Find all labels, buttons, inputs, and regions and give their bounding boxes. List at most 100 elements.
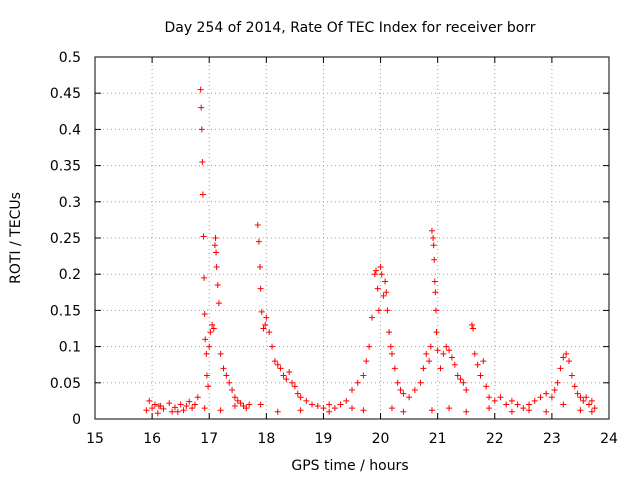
data-point	[477, 372, 484, 379]
data-point	[433, 329, 440, 336]
data-point	[214, 282, 221, 289]
data-point	[377, 263, 384, 270]
data-point	[460, 379, 467, 386]
data-point	[197, 86, 204, 93]
data-point	[354, 379, 361, 386]
data-point	[428, 407, 435, 414]
data-point	[231, 394, 238, 401]
data-point	[146, 397, 153, 404]
data-point	[430, 242, 437, 249]
data-point	[368, 314, 375, 321]
data-point	[237, 400, 244, 407]
data-point	[431, 278, 438, 285]
data-point	[548, 394, 555, 401]
data-point	[543, 390, 550, 397]
data-point	[434, 347, 441, 354]
data-point	[588, 408, 595, 415]
data-point	[428, 227, 435, 234]
data-point	[437, 365, 444, 372]
y-axis-label: ROTI / TECUs	[8, 192, 24, 284]
data-point	[283, 376, 290, 383]
data-point	[554, 379, 561, 386]
data-point	[200, 233, 207, 240]
y-tick-label: 0.05	[50, 376, 81, 392]
y-tick-label: 0.3	[59, 195, 81, 211]
data-point	[183, 402, 190, 409]
data-point	[531, 397, 538, 404]
data-point	[520, 405, 527, 412]
data-point	[209, 321, 216, 328]
data-point	[201, 311, 208, 318]
data-point	[388, 405, 395, 412]
data-point	[203, 372, 210, 379]
data-point	[551, 387, 558, 394]
data-point	[382, 278, 389, 285]
data-point	[280, 372, 287, 379]
data-point	[291, 383, 298, 390]
data-point	[160, 405, 167, 412]
data-point	[427, 343, 434, 350]
data-point	[397, 387, 404, 394]
data-point	[277, 365, 284, 372]
data-point	[215, 300, 222, 307]
data-point	[480, 358, 487, 365]
data-point	[169, 408, 176, 415]
data-point	[463, 387, 470, 394]
data-point	[486, 394, 493, 401]
data-point	[217, 350, 224, 357]
data-point	[571, 383, 578, 390]
data-point	[213, 249, 220, 256]
data-point	[375, 307, 382, 314]
data-point	[203, 350, 210, 357]
data-point	[446, 405, 453, 412]
data-point	[349, 405, 355, 412]
data-point	[588, 397, 595, 404]
data-point	[394, 379, 401, 386]
data-point	[451, 361, 458, 368]
data-point	[149, 405, 156, 412]
data-point	[417, 379, 424, 386]
data-point	[337, 401, 344, 408]
x-tick-label: 23	[543, 431, 561, 447]
data-point	[574, 390, 581, 397]
data-point	[309, 401, 316, 408]
y-tick-label: 0	[72, 412, 81, 428]
data-point	[371, 271, 378, 278]
data-point	[303, 397, 310, 404]
data-point	[186, 398, 193, 405]
data-point	[372, 267, 379, 274]
data-point	[246, 401, 253, 408]
data-point	[314, 402, 321, 409]
data-point	[420, 365, 427, 372]
data-point	[586, 401, 593, 408]
x-axis-label: GPS time / hours	[291, 458, 408, 474]
x-tick-label: 20	[372, 431, 390, 447]
data-point	[440, 350, 447, 357]
data-point	[271, 358, 278, 365]
y-tick-label: 0.2	[59, 267, 81, 283]
data-point	[201, 274, 208, 281]
x-tick-label: 18	[257, 431, 275, 447]
data-point	[143, 407, 150, 414]
data-point	[503, 401, 510, 408]
data-point	[349, 387, 355, 394]
data-point	[491, 397, 498, 404]
data-point	[360, 407, 367, 414]
data-point	[266, 329, 273, 336]
data-point	[566, 358, 573, 365]
data-point	[468, 321, 475, 328]
data-point	[213, 263, 220, 270]
data-point	[457, 376, 464, 383]
data-point	[320, 405, 327, 412]
x-tick-label: 17	[200, 431, 218, 447]
data-point	[411, 387, 418, 394]
data-point	[274, 361, 281, 368]
data-point	[432, 307, 439, 314]
y-tick-label: 0.4	[59, 122, 81, 138]
data-point	[378, 271, 385, 278]
x-tick-label: 19	[315, 431, 333, 447]
data-point	[289, 379, 296, 386]
data-point	[243, 405, 250, 412]
data-point	[226, 379, 233, 386]
y-tick-label: 0.35	[50, 159, 81, 175]
